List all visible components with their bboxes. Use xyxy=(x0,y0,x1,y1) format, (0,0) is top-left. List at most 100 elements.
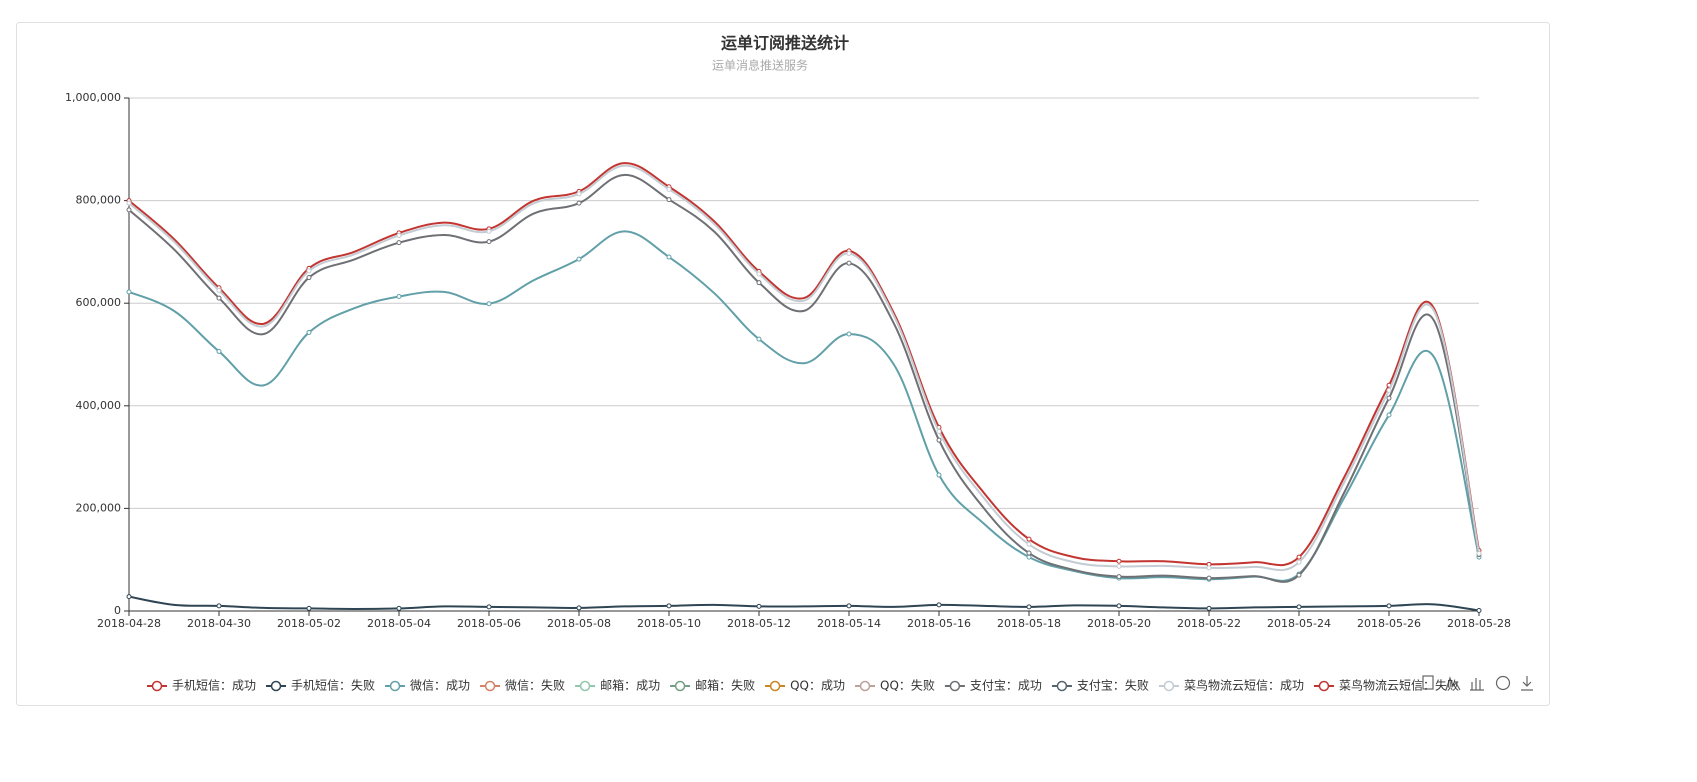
data-point xyxy=(846,260,852,266)
data-point xyxy=(756,336,762,342)
legend-label: 菜鸟物流云短信：失败 xyxy=(1339,678,1459,693)
legend-item[interactable]: QQ：失败 xyxy=(855,678,935,693)
data-point xyxy=(396,605,402,611)
legend-item[interactable]: 手机短信：成功 xyxy=(147,679,256,693)
data-point xyxy=(936,437,942,443)
x-tick-label: 2018-05-24 xyxy=(1267,617,1331,630)
y-tick-label: 800,000 xyxy=(76,194,122,207)
data-point xyxy=(936,428,942,434)
tool-bar[interactable] xyxy=(1470,678,1484,691)
data-point xyxy=(576,200,582,206)
data-point xyxy=(1206,575,1212,581)
data-point xyxy=(1206,565,1212,571)
legend-item[interactable]: 微信：成功 xyxy=(385,679,470,693)
x-tick-label: 2018-04-30 xyxy=(187,617,251,630)
x-tick-label: 2018-05-02 xyxy=(277,617,341,630)
legend-item[interactable]: 手机短信：失败 xyxy=(266,678,375,693)
data-point xyxy=(666,197,672,203)
chart-subtitle: 运单消息推送服务 xyxy=(712,58,808,73)
data-point xyxy=(1296,604,1302,610)
data-point xyxy=(486,301,492,307)
legend-item[interactable]: 菜鸟物流云短信：失败 xyxy=(1313,678,1459,693)
data-point xyxy=(1476,551,1482,557)
data-point xyxy=(936,472,942,478)
data-point xyxy=(1026,554,1032,560)
x-tick-label: 2018-05-28 xyxy=(1447,617,1511,630)
x-tick-label: 2018-05-26 xyxy=(1357,617,1421,630)
data-point xyxy=(306,275,312,281)
legend-item[interactable]: 微信：失败 xyxy=(480,678,565,693)
legend-label: QQ：失败 xyxy=(880,678,935,693)
series-line xyxy=(128,595,1480,612)
legend-symbol xyxy=(949,680,961,692)
legend-label: 支付宝：失败 xyxy=(1077,678,1149,693)
data-point xyxy=(126,594,132,600)
data-point xyxy=(576,256,582,262)
data-point xyxy=(126,289,132,295)
x-tick-label: 2018-05-10 xyxy=(637,617,701,630)
data-point xyxy=(936,602,942,608)
data-point xyxy=(126,207,132,213)
data-point xyxy=(576,191,582,197)
legend-item[interactable]: 支付宝：成功 xyxy=(944,679,1042,693)
data-point xyxy=(846,331,852,337)
data-point xyxy=(1386,412,1392,418)
data-point xyxy=(486,239,492,245)
data-point xyxy=(216,287,222,293)
legend-item[interactable]: QQ：成功 xyxy=(765,679,845,693)
x-tick-label: 2018-05-06 xyxy=(457,617,521,630)
x-tick-label: 2018-05-22 xyxy=(1177,617,1241,630)
data-point xyxy=(1116,558,1122,564)
legend-label: 微信：成功 xyxy=(410,679,470,693)
data-point xyxy=(756,271,762,277)
data-point xyxy=(1386,603,1392,609)
data-point xyxy=(216,603,222,609)
legend-label: 微信：失败 xyxy=(505,678,565,693)
tool-line[interactable] xyxy=(1445,676,1461,691)
x-tick-label: 2018-05-12 xyxy=(727,617,791,630)
data-point xyxy=(216,295,222,301)
data-point xyxy=(1116,603,1122,609)
data-point xyxy=(1026,541,1032,547)
data-point xyxy=(126,200,132,206)
legend-item[interactable]: 支付宝：失败 xyxy=(1051,678,1149,693)
data-point xyxy=(306,268,312,274)
tool-save[interactable] xyxy=(1521,676,1533,691)
y-tick-label: 200,000 xyxy=(76,501,122,514)
data-point xyxy=(396,294,402,300)
tool-data-view[interactable] xyxy=(1422,675,1434,690)
legend-item[interactable]: 菜鸟物流云短信：成功 xyxy=(1158,678,1304,693)
data-point xyxy=(306,329,312,335)
data-point xyxy=(306,605,312,611)
data-point xyxy=(1386,395,1392,401)
x-tick-label: 2018-05-20 xyxy=(1087,617,1151,630)
x-tick-label: 2018-05-18 xyxy=(997,617,1061,630)
legend-label: QQ：成功 xyxy=(790,679,845,693)
tool-restore[interactable] xyxy=(1495,675,1511,691)
x-tick-label: 2018-05-04 xyxy=(367,617,431,630)
data-point xyxy=(396,232,402,238)
legend-label: 菜鸟物流云短信：成功 xyxy=(1184,678,1304,693)
data-point xyxy=(1206,605,1212,611)
x-tick-label: 2018-05-08 xyxy=(547,617,611,630)
legend-label: 邮箱：成功 xyxy=(600,678,660,693)
y-tick-label: 400,000 xyxy=(76,399,122,412)
data-point xyxy=(1026,550,1032,556)
data-point xyxy=(1116,574,1122,580)
chart-title: 运单订阅推送统计 xyxy=(721,34,849,53)
legend-item[interactable]: 邮箱：成功 xyxy=(575,678,660,693)
data-point xyxy=(1026,536,1032,542)
toolbox[interactable] xyxy=(1422,675,1533,691)
y-tick-label: 1,000,000 xyxy=(65,91,121,104)
legend-symbol xyxy=(1056,680,1068,692)
legend-symbol xyxy=(484,680,496,692)
x-tick-label: 2018-04-28 xyxy=(97,617,161,630)
legend-symbol xyxy=(859,680,871,692)
data-point xyxy=(1296,559,1302,565)
data-point xyxy=(756,280,762,286)
legend-item[interactable]: 邮箱：失败 xyxy=(670,678,755,693)
data-point xyxy=(1026,604,1032,610)
data-point xyxy=(396,240,402,246)
data-point xyxy=(666,254,672,260)
